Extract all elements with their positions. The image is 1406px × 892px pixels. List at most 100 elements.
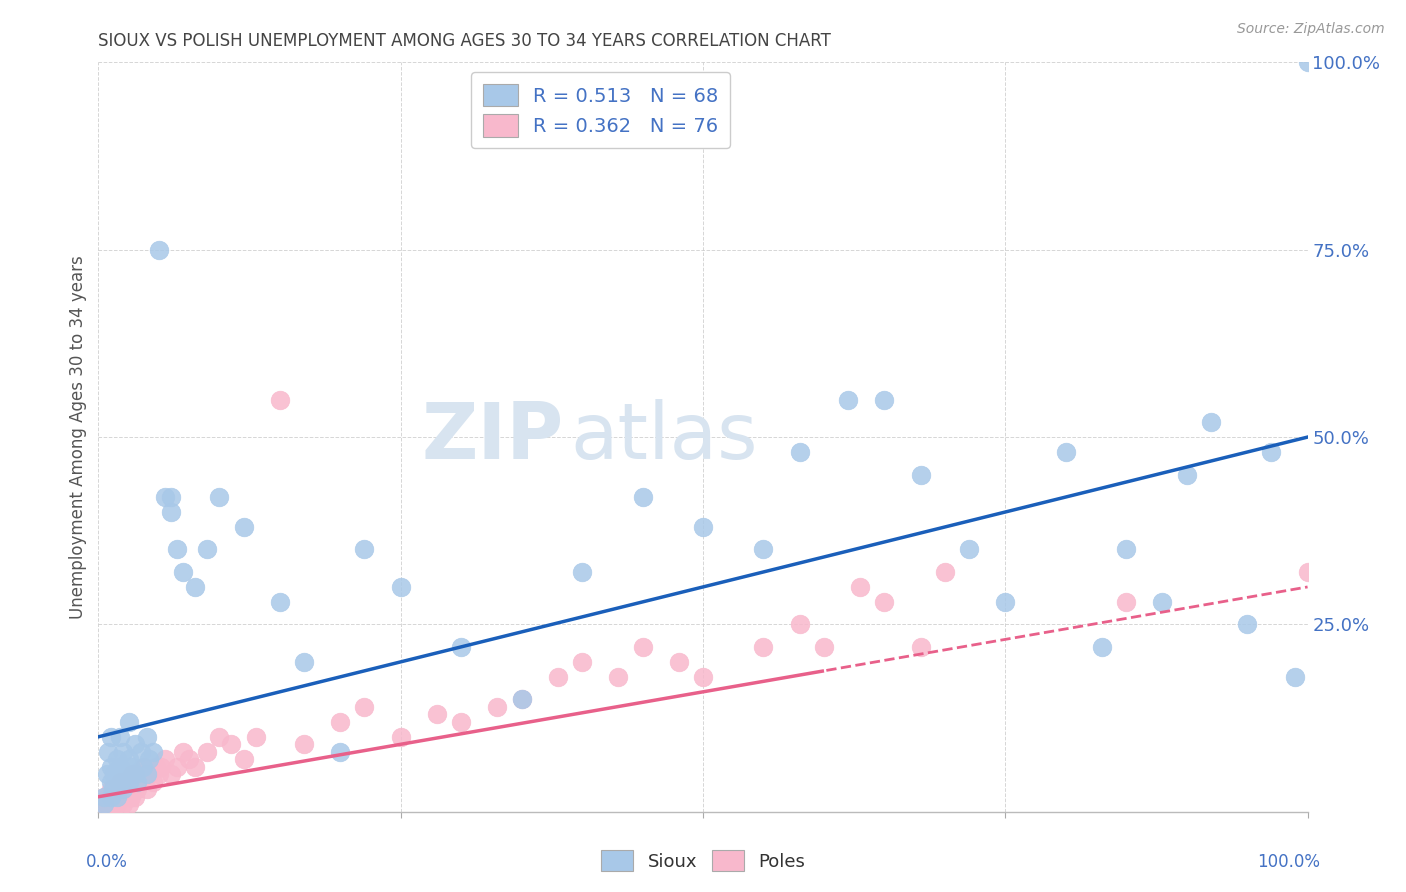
Point: [1115, 542, 1137, 557]
Point: [160, 505, 183, 519]
Point: [135, 767, 157, 781]
Point: [121, 767, 143, 781]
Point: [1284, 670, 1306, 684]
Point: [124, 774, 146, 789]
Point: [668, 655, 690, 669]
Point: [135, 782, 157, 797]
Legend: R = 0.513   N = 68, R = 0.362   N = 76: R = 0.513 N = 68, R = 0.362 N = 76: [471, 72, 730, 148]
Point: [100, 789, 122, 804]
Point: [127, 767, 149, 781]
Point: [111, 745, 134, 759]
Point: [111, 797, 134, 812]
Point: [752, 542, 775, 557]
Point: [1199, 415, 1222, 429]
Point: [153, 752, 176, 766]
Point: [631, 640, 654, 654]
Legend: Sioux, Poles: Sioux, Poles: [593, 843, 813, 879]
Point: [105, 782, 128, 797]
Point: [450, 714, 472, 729]
Point: [97, 789, 120, 804]
Point: [571, 565, 593, 579]
Point: [195, 745, 218, 759]
Point: [692, 670, 714, 684]
Point: [103, 789, 125, 804]
Point: [124, 737, 146, 751]
Point: [108, 730, 131, 744]
Point: [426, 707, 449, 722]
Point: [93, 789, 115, 804]
Point: [138, 767, 160, 781]
Point: [269, 595, 291, 609]
Point: [1152, 595, 1174, 609]
Y-axis label: Unemployment Among Ages 30 to 34 years: Unemployment Among Ages 30 to 34 years: [69, 255, 87, 619]
Point: [111, 782, 134, 797]
Point: [1054, 445, 1077, 459]
Point: [105, 752, 128, 766]
Point: [108, 782, 131, 797]
Point: [124, 789, 146, 804]
Point: [118, 774, 141, 789]
Point: [105, 789, 128, 804]
Point: [873, 392, 896, 407]
Point: [450, 640, 472, 654]
Text: 0.0%: 0.0%: [86, 853, 128, 871]
Point: [873, 595, 896, 609]
Point: [108, 760, 131, 774]
Point: [510, 692, 533, 706]
Point: [120, 760, 142, 774]
Point: [166, 542, 188, 557]
Point: [245, 730, 267, 744]
Point: [389, 730, 412, 744]
Point: [129, 745, 152, 759]
Point: [103, 782, 125, 797]
Point: [138, 752, 160, 766]
Point: [292, 655, 315, 669]
Point: [96, 797, 118, 812]
Point: [510, 692, 533, 706]
Point: [1236, 617, 1258, 632]
Point: [571, 655, 593, 669]
Text: atlas: atlas: [569, 399, 758, 475]
Text: ZIP: ZIP: [422, 399, 564, 475]
Point: [100, 782, 122, 797]
Point: [108, 774, 131, 789]
Point: [100, 797, 122, 812]
Point: [166, 760, 188, 774]
Point: [631, 490, 654, 504]
Point: [232, 520, 254, 534]
Point: [142, 774, 165, 789]
Point: [145, 760, 167, 774]
Point: [153, 490, 176, 504]
Point: [118, 797, 141, 812]
Point: [547, 670, 569, 684]
Point: [112, 789, 135, 804]
Point: [148, 767, 170, 781]
Point: [329, 745, 352, 759]
Point: [101, 782, 124, 797]
Point: [789, 617, 811, 632]
Point: [114, 782, 136, 797]
Point: [813, 640, 835, 654]
Point: [118, 774, 141, 789]
Point: [160, 767, 183, 781]
Point: [111, 782, 134, 797]
Point: [849, 580, 872, 594]
Point: [115, 789, 138, 804]
Point: [1296, 565, 1319, 579]
Point: [292, 737, 315, 751]
Point: [389, 580, 412, 594]
Point: [486, 699, 509, 714]
Point: [692, 520, 714, 534]
Point: [208, 490, 231, 504]
Point: [117, 774, 139, 789]
Point: [100, 774, 122, 789]
Point: [108, 774, 131, 789]
Point: [101, 797, 124, 812]
Point: [353, 542, 375, 557]
Point: [98, 797, 121, 812]
Point: [118, 714, 141, 729]
Point: [110, 789, 132, 804]
Point: [269, 392, 291, 407]
Point: [135, 730, 157, 744]
Point: [957, 542, 980, 557]
